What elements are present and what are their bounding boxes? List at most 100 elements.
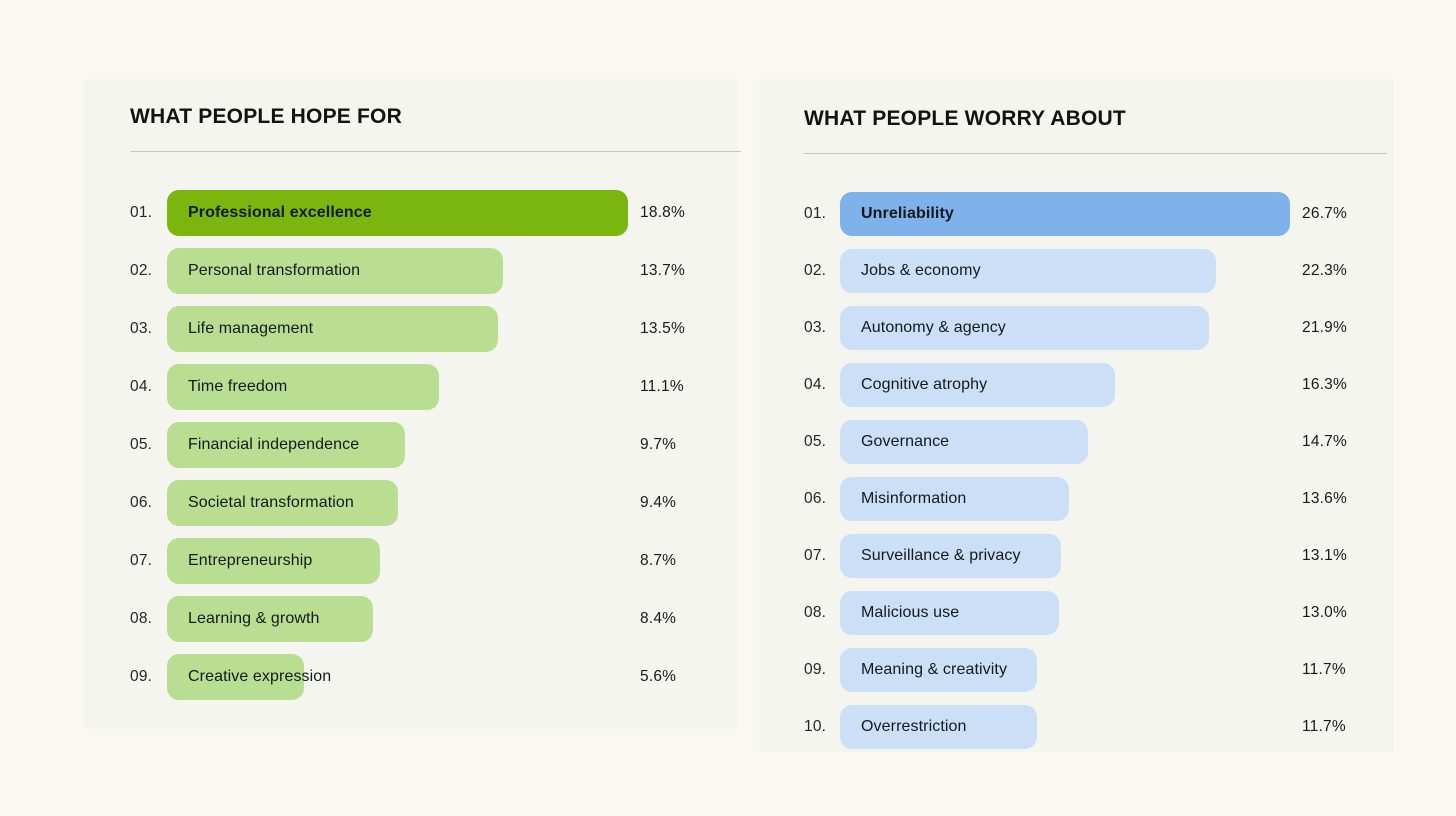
value-label: 11.1% (640, 378, 684, 396)
bar-label: Misinformation (861, 490, 967, 508)
bar-row: 07. Entrepreneurship 8.7% (130, 538, 739, 585)
rank-label: 01. (804, 205, 827, 223)
bar-row: 02. Personal transformation 13.7% (130, 248, 739, 295)
bar-row: 03. Autonomy & agency 21.9% (804, 306, 1394, 351)
value-label: 11.7% (1302, 718, 1346, 736)
bar-track: Life management (167, 306, 739, 353)
bar-track: Governance (840, 420, 1394, 465)
bar-label: Learning & growth (188, 610, 320, 628)
rank-label: 06. (130, 494, 153, 512)
bar-label: Surveillance & privacy (861, 547, 1021, 565)
value-label: 18.8% (640, 204, 685, 222)
bar-row: 04. Cognitive atrophy 16.3% (804, 363, 1394, 408)
bar-track: Autonomy & agency (840, 306, 1394, 351)
bar (167, 422, 405, 469)
bar (167, 190, 628, 237)
value-label: 9.4% (640, 494, 677, 512)
value-label: 13.5% (640, 320, 685, 338)
bar-track: Entrepreneurship (167, 538, 739, 585)
bar-label: Creative expression (188, 668, 332, 686)
rank-label: 03. (804, 319, 827, 337)
rank-label: 02. (130, 262, 153, 280)
bar-track: Creative expression (167, 654, 739, 701)
bar (840, 477, 1069, 522)
bar-row: 02. Jobs & economy 22.3% (804, 249, 1394, 294)
bar (840, 249, 1216, 294)
bar-row: 10. Overrestriction 11.7% (804, 705, 1394, 750)
value-label: 8.4% (640, 610, 677, 628)
rank-label: 02. (804, 262, 827, 280)
bar (167, 596, 373, 643)
bar-track: Misinformation (840, 477, 1394, 522)
bar-track: Surveillance & privacy (840, 534, 1394, 579)
bar-row: 08. Learning & growth 8.4% (130, 596, 739, 643)
bar-track: Financial independence (167, 422, 739, 469)
rank-label: 06. (804, 490, 827, 508)
bar-label: Malicious use (861, 604, 960, 622)
value-label: 8.7% (640, 552, 677, 570)
rank-label: 03. (130, 320, 153, 338)
rank-label: 07. (804, 547, 827, 565)
bar-label: Time freedom (188, 378, 288, 396)
bar-label: Autonomy & agency (861, 319, 1006, 337)
bar (840, 534, 1061, 579)
rank-label: 08. (130, 610, 153, 628)
value-label: 11.7% (1302, 661, 1346, 679)
bar-label: Financial independence (188, 436, 360, 454)
bar-row: 09. Meaning & creativity 11.7% (804, 648, 1394, 693)
bar-row: 01. Unreliability 26.7% (804, 192, 1394, 237)
bar-row: 07. Surveillance & privacy 13.1% (804, 534, 1394, 579)
bar (840, 705, 1037, 750)
bar (167, 306, 498, 353)
bar-track: Professional excellence (167, 190, 739, 237)
bar-track: Overrestriction (840, 705, 1394, 750)
bar-label: Professional excellence (188, 204, 372, 222)
bar-row: 04. Time freedom 11.1% (130, 364, 739, 411)
bar (840, 420, 1088, 465)
bar-label: Meaning & creativity (861, 661, 1008, 679)
bar-track: Malicious use (840, 591, 1394, 636)
bar (167, 538, 380, 585)
bar (840, 591, 1059, 636)
bar (167, 480, 398, 527)
rank-label: 07. (130, 552, 153, 570)
hopes-bar-list: 01. Professional excellence 18.8% 02. Person… (130, 190, 739, 701)
bar-row: 06. Misinformation 13.6% (804, 477, 1394, 522)
bar (167, 248, 503, 295)
value-label: 14.7% (1302, 433, 1347, 451)
value-label: 22.3% (1302, 262, 1347, 280)
rank-label: 05. (130, 436, 153, 454)
bar (840, 363, 1115, 408)
bar-row: 03. Life management 13.5% (130, 306, 739, 353)
rank-label: 04. (130, 378, 153, 396)
value-label: 26.7% (1302, 205, 1347, 223)
bar-label: Jobs & economy (861, 262, 981, 280)
bar (840, 192, 1290, 237)
worries-chart-card: WHAT PEOPLE WORRY ABOUT 01. Unreliability… (759, 79, 1394, 752)
bar-label: Personal transformation (188, 262, 361, 280)
bar-row: 01. Professional excellence 18.8% (130, 190, 739, 237)
hopes-title-divider (130, 151, 741, 153)
bar-track: Time freedom (167, 364, 739, 411)
bar (840, 306, 1209, 351)
rank-label: 10. (804, 718, 827, 736)
bar (167, 654, 304, 701)
bar (840, 648, 1037, 693)
value-label: 13.6% (1302, 490, 1347, 508)
bar (167, 364, 439, 411)
bar-label: Societal transformation (188, 494, 354, 512)
worries-chart-title: WHAT PEOPLE WORRY ABOUT (804, 107, 1126, 130)
worries-title-divider (804, 153, 1387, 155)
value-label: 13.7% (640, 262, 685, 280)
bar-track: Learning & growth (167, 596, 739, 643)
worries-bar-list: 01. Unreliability 26.7% 02. Jobs & economy 22… (804, 192, 1394, 750)
bar-track: Societal transformation (167, 480, 739, 527)
rank-label: 01. (130, 204, 153, 222)
bar-row: 06. Societal transformation 9.4% (130, 480, 739, 527)
bar-label: Unreliability (861, 205, 954, 223)
value-label: 16.3% (1302, 376, 1347, 394)
bar-label: Governance (861, 433, 950, 451)
bar-label: Cognitive atrophy (861, 376, 988, 394)
rank-label: 05. (804, 433, 827, 451)
